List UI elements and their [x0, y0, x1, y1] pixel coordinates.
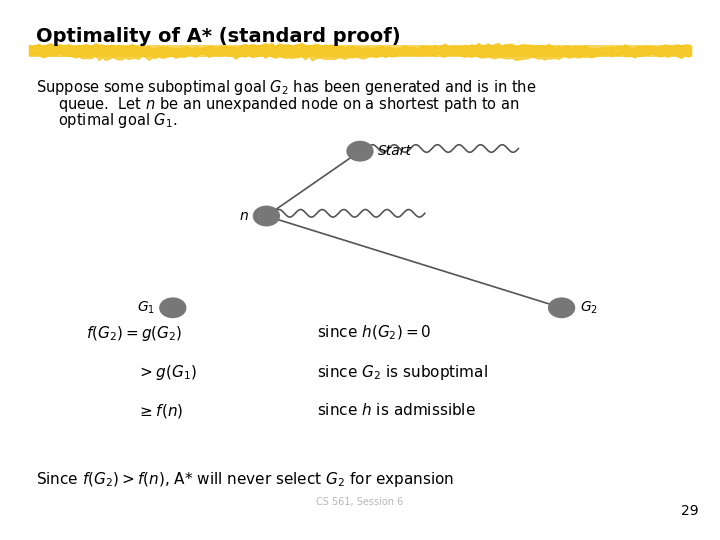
- Circle shape: [347, 141, 373, 161]
- Text: $n$: $n$: [238, 209, 248, 223]
- Text: Suppose some suboptimal goal $G_2$ has been generated and is in the: Suppose some suboptimal goal $G_2$ has b…: [36, 78, 536, 97]
- Text: Start: Start: [378, 144, 412, 158]
- FancyBboxPatch shape: [29, 45, 691, 57]
- Text: $G_2$: $G_2$: [580, 300, 598, 316]
- Text: $> g(G_1)$: $> g(G_1)$: [137, 363, 197, 382]
- Circle shape: [549, 298, 575, 318]
- Text: since $G_2$ is suboptimal: since $G_2$ is suboptimal: [317, 363, 487, 382]
- Text: since $h(G_2) = 0$: since $h(G_2) = 0$: [317, 324, 431, 342]
- Text: $f(G_2) = g(G_2)$: $f(G_2) = g(G_2)$: [86, 324, 183, 343]
- Text: since $h$ is admissible: since $h$ is admissible: [317, 402, 476, 418]
- Circle shape: [160, 298, 186, 318]
- Text: optimal goal $G_1$.: optimal goal $G_1$.: [58, 111, 177, 130]
- Text: $\geq f(n)$: $\geq f(n)$: [137, 402, 183, 420]
- Text: Since $f(G_2) > f(n)$, A* will never select $G_2$ for expansion: Since $f(G_2) > f(n)$, A* will never sel…: [36, 470, 454, 489]
- Circle shape: [253, 206, 279, 226]
- Text: $G_1$: $G_1$: [137, 300, 155, 316]
- Text: CS 561, Session 6: CS 561, Session 6: [316, 497, 404, 507]
- Text: queue.  Let $n$ be an unexpanded node on a shortest path to an: queue. Let $n$ be an unexpanded node on …: [58, 94, 519, 113]
- Text: 29: 29: [681, 504, 698, 518]
- Text: Optimality of A* (standard proof): Optimality of A* (standard proof): [36, 27, 400, 46]
